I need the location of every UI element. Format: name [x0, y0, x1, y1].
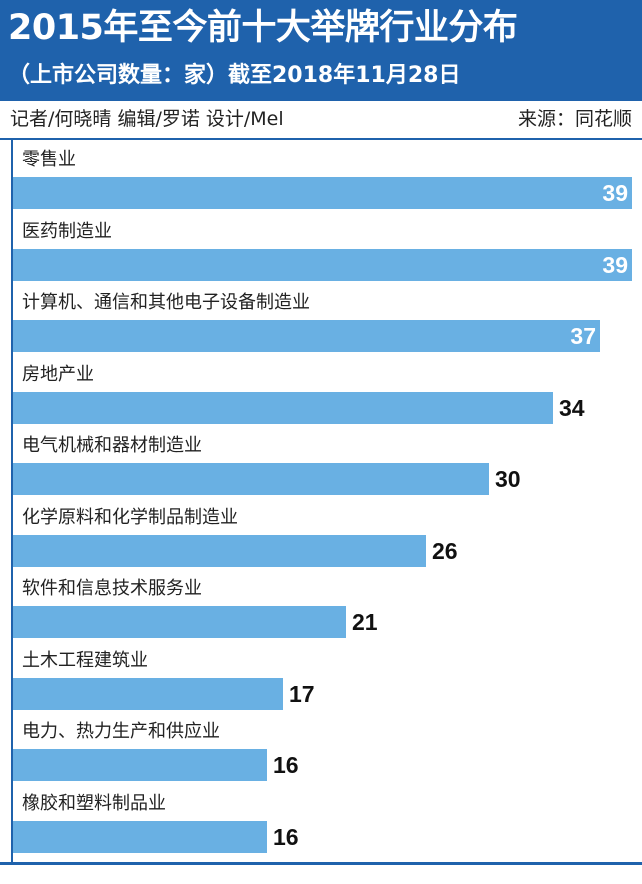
header-banner: 2015年至今前十大举牌行业分布 （上市公司数量：家）截至2018年11月28日 — [0, 0, 642, 101]
value-label: 37 — [570, 323, 596, 349]
byline: 记者/何晓晴 编辑/罗诺 设计/Mel — [10, 108, 284, 130]
value-label: 17 — [289, 680, 315, 707]
bar — [13, 320, 600, 352]
bar — [13, 534, 426, 567]
value-label: 16 — [273, 752, 299, 778]
bar — [13, 677, 283, 710]
category-label: 土木工程建筑业 — [22, 649, 148, 671]
bar — [13, 749, 267, 781]
value-label: 16 — [273, 823, 299, 850]
bar — [13, 248, 632, 281]
bar — [13, 391, 553, 424]
category-label: 化学原料和化学制品制造业 — [22, 506, 238, 528]
bar — [13, 820, 267, 853]
value-label: 30 — [495, 466, 521, 492]
bottom-rule — [0, 862, 642, 865]
category-label: 软件和信息技术服务业 — [22, 578, 202, 599]
value-label: 39 — [602, 251, 628, 278]
category-label: 计算机、通信和其他电子设备制造业 — [22, 292, 310, 313]
bar-chart: 零售业 39 医药制造业 39 计算机、通信和其他电子设备制造业 37 房地产业 34 电气机械… — [0, 140, 642, 862]
credits-bar: 记者/何晓晴 编辑/罗诺 设计/Mel 来源：同花顺 — [0, 101, 642, 140]
value-label: 34 — [559, 394, 585, 421]
value-label: 39 — [602, 180, 628, 206]
bar — [13, 177, 632, 209]
category-axis-line — [11, 140, 13, 862]
category-label: 医药制造业 — [22, 220, 112, 242]
category-label: 橡胶和塑料制品业 — [22, 792, 166, 814]
bar — [13, 463, 489, 495]
chart-title: 2015年至今前十大举牌行业分布 — [8, 8, 518, 48]
value-label: 26 — [432, 537, 458, 564]
category-label: 电力、热力生产和供应业 — [22, 721, 220, 742]
bar — [13, 606, 346, 638]
value-label: 21 — [352, 609, 378, 635]
source-note: 来源：同花顺 — [517, 108, 632, 130]
category-label: 零售业 — [22, 149, 76, 170]
category-label: 房地产业 — [22, 363, 94, 385]
chart-subtitle: （上市公司数量：家）截至2018年11月28日 — [8, 63, 461, 88]
category-label: 电气机械和器材制造业 — [22, 435, 202, 456]
